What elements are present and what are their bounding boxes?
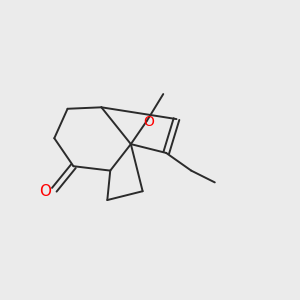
- Text: O: O: [143, 115, 154, 129]
- Text: O: O: [40, 184, 52, 199]
